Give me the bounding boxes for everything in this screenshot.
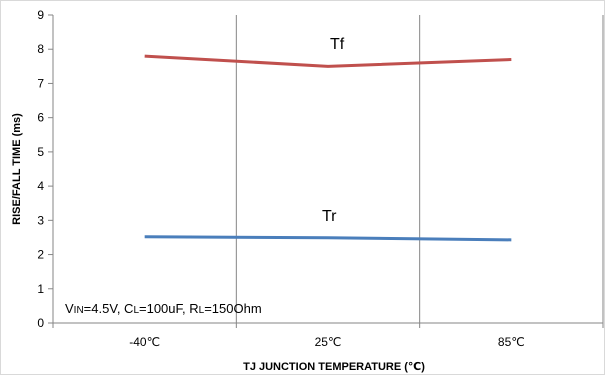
y-tick-label: 8 [37,42,44,56]
series-lines [144,54,512,242]
x-tick-label: 85℃ [498,335,525,349]
y-tick-labels: 0 1 2 3 4 5 6 7 8 9 [37,8,44,330]
y-tick-label: 2 [37,248,44,262]
y-tick-label: 9 [37,8,44,22]
x-tick-label: -40℃ [129,335,160,349]
y-tick-label: 5 [37,145,44,159]
y-tick-label: 1 [37,282,44,296]
test-conditions-annotation: VIN=4.5V, CL=100uF, RL=150Ohm [65,301,262,316]
x-tick-label: 25℃ [315,335,342,349]
y-tick-label: 6 [37,111,44,125]
series-label-tf: Tf [330,36,345,53]
y-tick-label: 3 [37,213,44,227]
axes [48,14,604,328]
y-tick-label: 4 [37,179,44,193]
y-axis-title: RISE/FALL TIME (ms) [11,113,23,225]
gridlines [235,15,604,323]
series-line-tf [144,54,512,68]
y-tick-label: 0 [37,316,44,330]
x-axis-title: TJ JUNCTION TEMPERATURE (℃) [243,361,425,373]
y-tick-label: 7 [37,76,44,90]
x-tick-labels: -40℃ 25℃ 85℃ [129,335,524,349]
series-line-tr [144,235,512,242]
series-label-tr: Tr [322,208,337,225]
